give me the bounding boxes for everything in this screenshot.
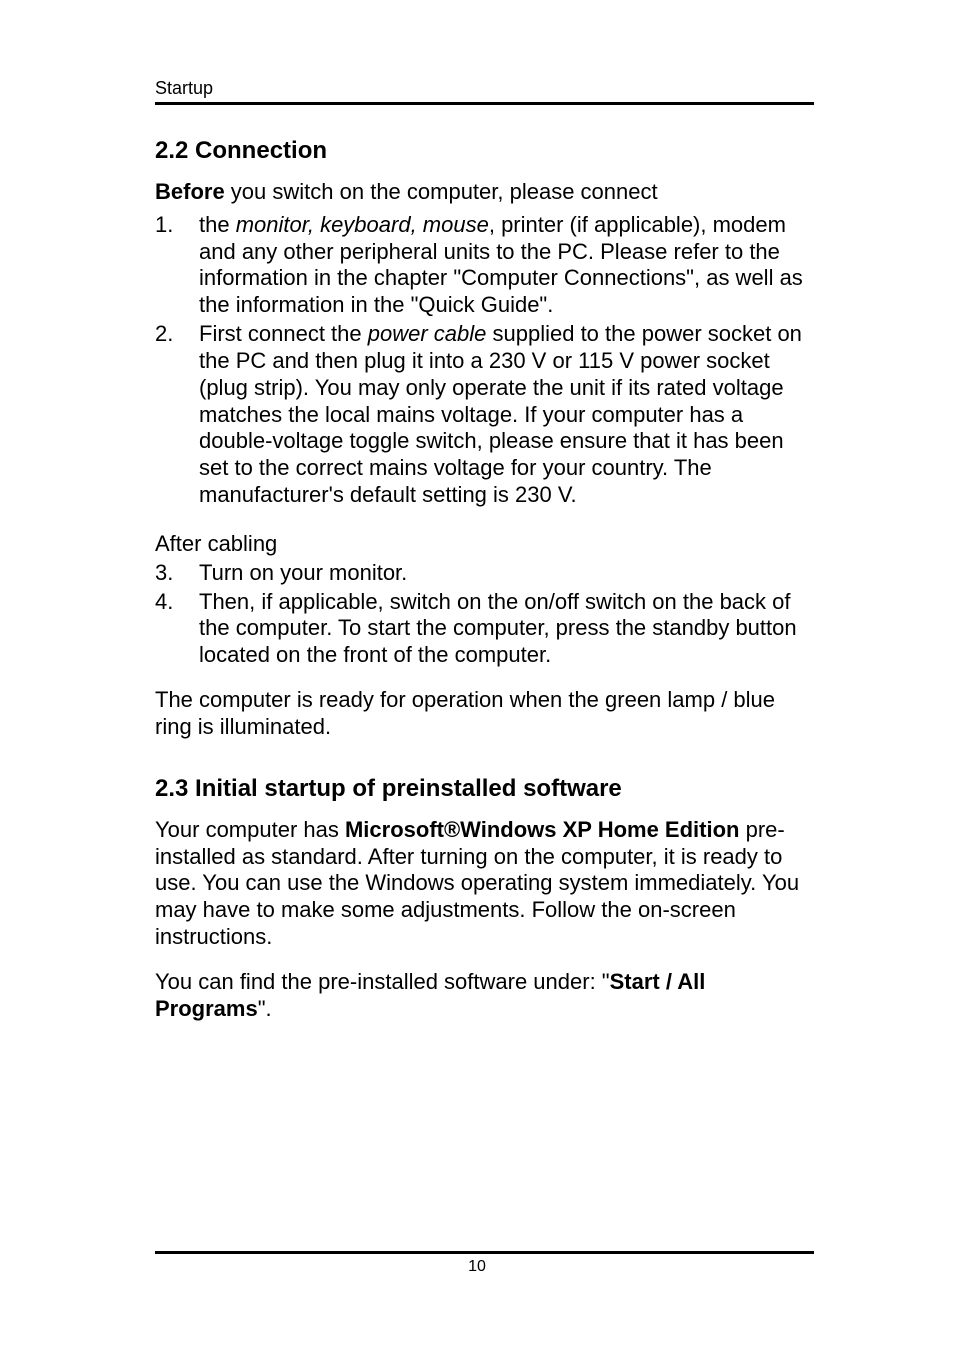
item-lead: the	[199, 212, 236, 237]
before-rest: you switch on the computer, please conne…	[225, 179, 658, 204]
page: Startup 2.2 Connection Before you switch…	[0, 0, 954, 1352]
bottom-rule	[155, 1251, 814, 1254]
p1-bold: Microsoft®Windows XP Home Edition	[345, 817, 740, 842]
item-lead: First connect the	[199, 321, 368, 346]
top-rule	[155, 102, 814, 105]
p1-a: Your computer has	[155, 817, 345, 842]
before-bold: Before	[155, 179, 225, 204]
item-rest: supplied to the power socket on the PC a…	[199, 321, 802, 507]
section-2-2-heading: 2.2 Connection	[155, 137, 814, 165]
before-line: Before you switch on the computer, pleas…	[155, 179, 814, 206]
item-body: the monitor, keyboard, mouse, printer (i…	[199, 212, 814, 319]
bottom-rule-wrap	[155, 1251, 814, 1254]
item-body: Then, if applicable, switch on the on/of…	[199, 589, 814, 669]
list-item: 1. the monitor, keyboard, mouse, printer…	[155, 212, 814, 319]
page-number: 10	[0, 1258, 954, 1276]
list-item: 2. First connect the power cable supplie…	[155, 321, 814, 509]
item-number: 2.	[155, 321, 199, 509]
item-body: First connect the power cable supplied t…	[199, 321, 814, 509]
item-italic: power cable	[368, 321, 487, 346]
p2-a: You can find the pre-installed software …	[155, 969, 610, 994]
item-number: 3.	[155, 560, 199, 587]
item-italic: monitor, keyboard, mouse	[236, 212, 489, 237]
section-2-3-p2: You can find the pre-installed software …	[155, 969, 814, 1023]
list-item: 3. Turn on your monitor.	[155, 560, 814, 587]
item-number: 1.	[155, 212, 199, 319]
connect-list-1: 1. the monitor, keyboard, mouse, printer…	[155, 212, 814, 509]
list-item: 4. Then, if applicable, switch on the on…	[155, 589, 814, 669]
section-2-3-p1: Your computer has Microsoft®Windows XP H…	[155, 817, 814, 951]
p2-b: ".	[258, 996, 272, 1021]
section-2-3-heading: 2.3 Initial startup of preinstalled soft…	[155, 775, 814, 803]
after-cabling: After cabling	[155, 531, 814, 558]
item-body: Turn on your monitor.	[199, 560, 814, 587]
item-number: 4.	[155, 589, 199, 669]
running-header: Startup	[155, 78, 814, 102]
ready-paragraph: The computer is ready for operation when…	[155, 687, 814, 741]
connect-list-2: 3. Turn on your monitor. 4. Then, if app…	[155, 560, 814, 669]
